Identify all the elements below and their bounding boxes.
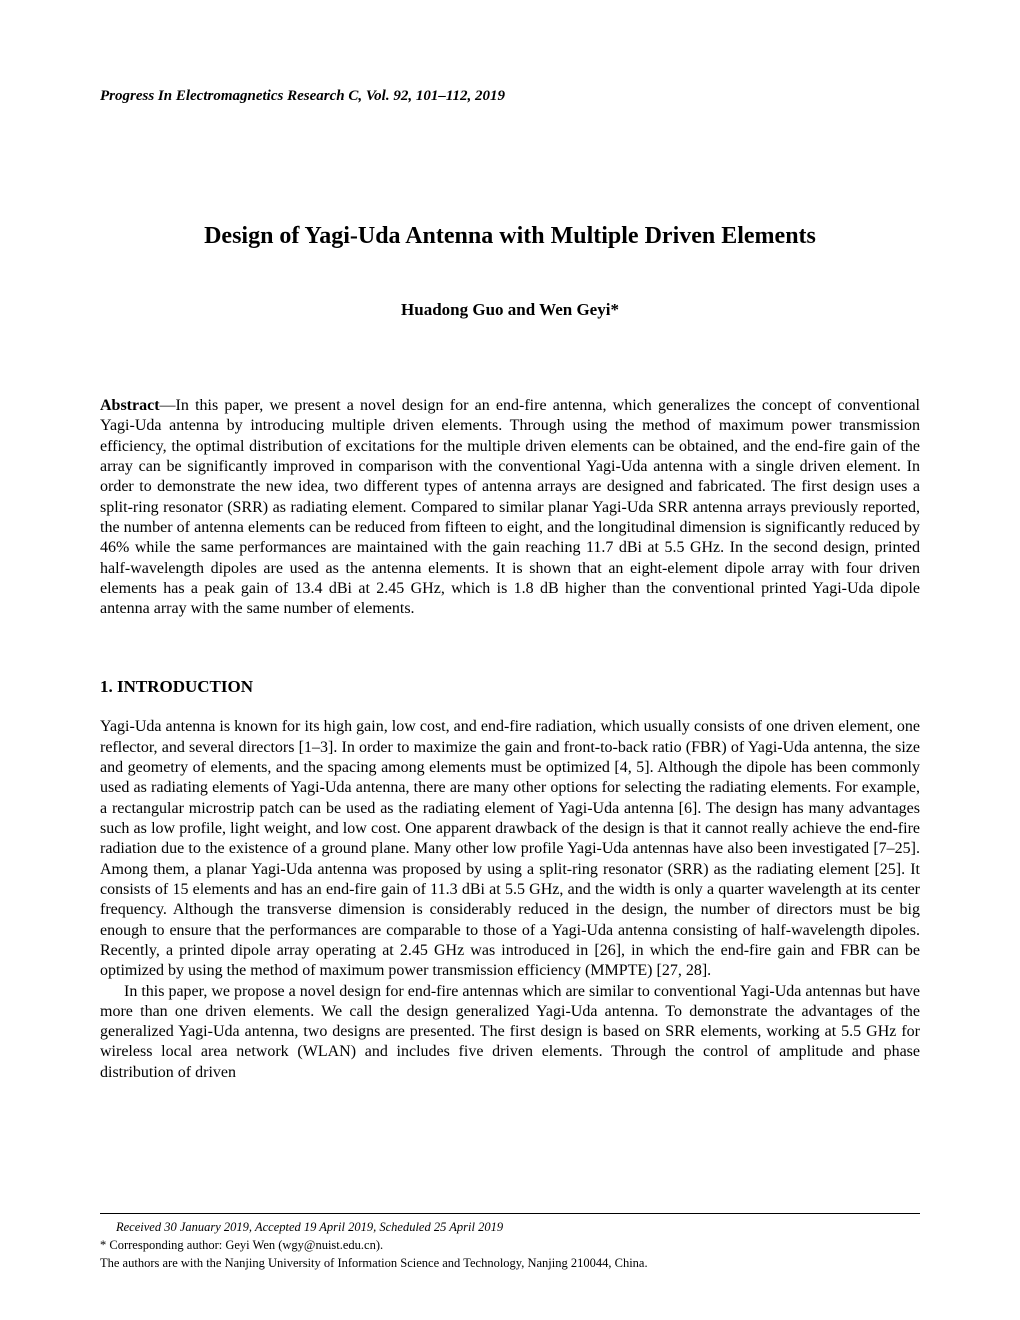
footer-received-line: Received 30 January 2019, Accepted 19 Ap… — [100, 1218, 920, 1236]
journal-header-text: Progress In Electromagnetics Research C,… — [100, 88, 505, 104]
journal-header: Progress In Electromagnetics Research C,… — [100, 88, 920, 105]
section-1-heading: 1. INTRODUCTION — [100, 677, 920, 697]
authors-line: Huadong Guo and Wen Geyi* — [100, 300, 920, 320]
abstract-text: —In this paper, we present a novel desig… — [100, 397, 920, 617]
section-1-para-2: In this paper, we propose a novel design… — [100, 982, 920, 1084]
footer-affiliation-line: The authors are with the Nanjing Univers… — [100, 1254, 920, 1272]
abstract-label: Abstract — [100, 397, 160, 414]
footer-corresponding-line: * Corresponding author: Geyi Wen (wgy@nu… — [100, 1236, 920, 1254]
paper-title: Design of Yagi-Uda Antenna with Multiple… — [100, 223, 920, 250]
footer-divider — [100, 1213, 920, 1214]
page-footer: Received 30 January 2019, Accepted 19 Ap… — [100, 1213, 920, 1272]
abstract-block: Abstract—In this paper, we present a nov… — [100, 396, 920, 619]
section-1-body: Yagi-Uda antenna is known for its high g… — [100, 717, 920, 1083]
section-1-para-1: Yagi-Uda antenna is known for its high g… — [100, 717, 920, 981]
